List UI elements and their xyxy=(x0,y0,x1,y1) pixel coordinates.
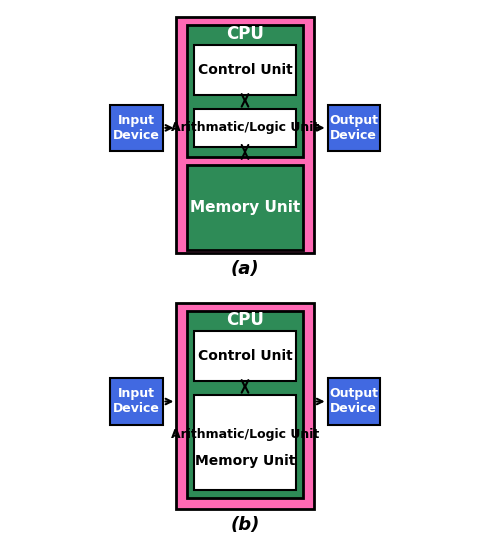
Text: Input
Device: Input Device xyxy=(113,388,160,415)
Bar xyxy=(327,104,380,151)
Text: (a): (a) xyxy=(231,261,259,278)
Text: (b): (b) xyxy=(230,516,260,534)
Text: Arithmatic/Logic Unit: Arithmatic/Logic Unit xyxy=(171,428,319,441)
Bar xyxy=(194,109,296,147)
Bar xyxy=(187,165,303,250)
Bar xyxy=(194,395,296,490)
Text: Memory Unit: Memory Unit xyxy=(190,200,300,215)
Text: Input
Device: Input Device xyxy=(113,114,160,142)
Text: Control Unit: Control Unit xyxy=(197,349,293,363)
Bar xyxy=(187,25,303,157)
Bar xyxy=(194,46,296,95)
Bar xyxy=(327,378,380,425)
Bar xyxy=(176,16,314,253)
Text: Arithmatic/Logic Unit: Arithmatic/Logic Unit xyxy=(171,122,319,134)
Bar xyxy=(194,331,296,381)
Text: Control Unit: Control Unit xyxy=(197,63,293,77)
Text: CPU: CPU xyxy=(226,311,264,329)
Text: CPU: CPU xyxy=(226,25,264,43)
Text: Output
Device: Output Device xyxy=(329,388,378,415)
Text: Memory Unit: Memory Unit xyxy=(195,454,295,468)
Bar xyxy=(110,104,163,151)
Bar xyxy=(176,302,314,509)
Text: Output
Device: Output Device xyxy=(329,114,378,142)
Bar xyxy=(110,378,163,425)
Bar xyxy=(187,311,303,498)
